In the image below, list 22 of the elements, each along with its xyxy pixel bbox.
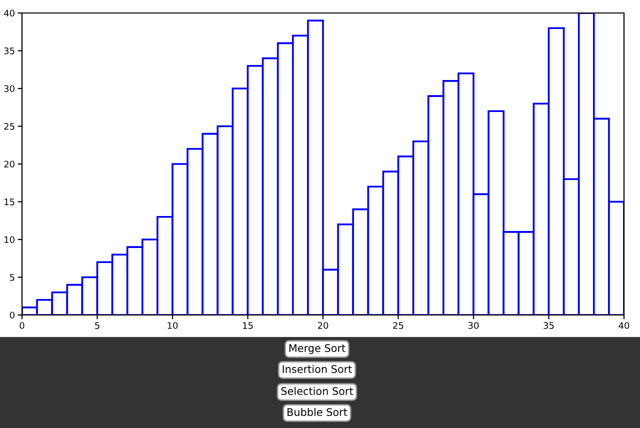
x-tick-label: 30 bbox=[468, 322, 479, 329]
y-tick-label: 25 bbox=[4, 122, 14, 130]
y-tick-label: 20 bbox=[4, 160, 14, 168]
y-tick-label: 0 bbox=[10, 312, 14, 319]
y-tick-label: 5 bbox=[10, 274, 14, 281]
x-tick-label: 20 bbox=[318, 322, 328, 329]
y-tick-label: 30 bbox=[4, 85, 14, 92]
y-tick-label: 10 bbox=[4, 236, 14, 244]
x-tick-label: 25 bbox=[393, 322, 404, 329]
text: Selection Sort bbox=[281, 386, 354, 396]
x-tick-label: 5 bbox=[95, 322, 100, 329]
x-tick-label: 40 bbox=[618, 322, 630, 329]
text: Bubble Sort bbox=[288, 408, 348, 416]
x-tick-label: 35 bbox=[544, 322, 554, 329]
y-tick-label: 40 bbox=[4, 10, 14, 17]
x-tick-label: 0 bbox=[20, 322, 24, 329]
x-tick-label: 10 bbox=[168, 322, 178, 329]
y-tick-label: 15 bbox=[4, 198, 14, 206]
x-tick-label: 15 bbox=[243, 322, 253, 329]
y-tick-label: 35 bbox=[4, 47, 14, 54]
text: Merge Sort bbox=[289, 344, 346, 354]
text: Insertion Sort bbox=[282, 364, 352, 374]
